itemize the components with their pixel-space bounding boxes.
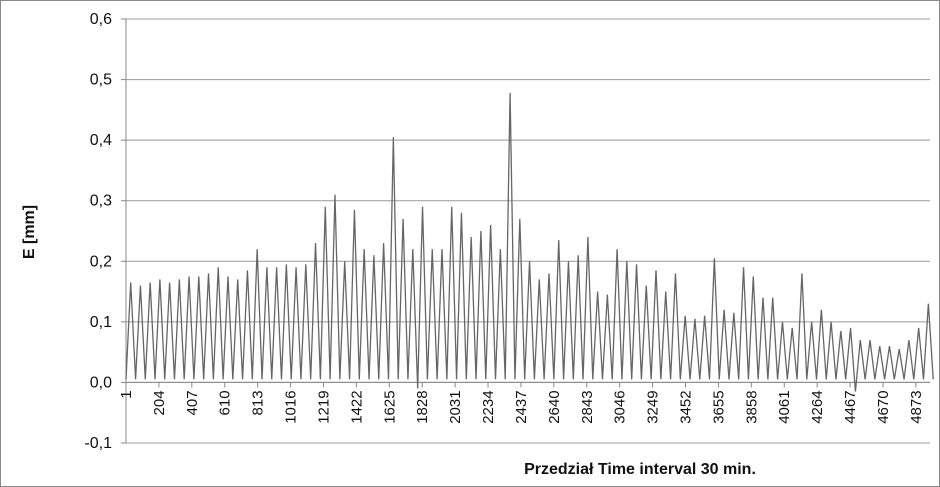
y-tick-label: 0,4 bbox=[90, 132, 112, 149]
x-tick-label: 1625 bbox=[381, 390, 398, 423]
y-tick-label: 0,6 bbox=[90, 11, 112, 28]
y-tick-label: 0,0 bbox=[90, 374, 112, 391]
x-axis-title: Przedział Time interval 30 min. bbox=[524, 461, 756, 478]
x-tick-label: 4670 bbox=[875, 390, 892, 423]
x-tick-label: 2640 bbox=[546, 390, 563, 423]
x-tick-label: 2031 bbox=[447, 390, 464, 423]
x-tick-label: 3452 bbox=[678, 390, 695, 423]
y-tick-label: 0,3 bbox=[90, 193, 112, 210]
x-tick-label: 3655 bbox=[710, 390, 727, 423]
x-tick-label: 4061 bbox=[776, 390, 793, 423]
x-tick-label: 4264 bbox=[809, 390, 826, 423]
x-tick-label: 4873 bbox=[908, 390, 925, 423]
x-tick-label: 813 bbox=[250, 390, 267, 415]
x-tick-label: 4467 bbox=[842, 390, 859, 423]
x-tick-label: 3046 bbox=[612, 390, 629, 423]
x-tick-label: 1016 bbox=[283, 390, 300, 423]
x-tick-label: 1828 bbox=[414, 390, 431, 423]
y-tick-label: 0,2 bbox=[90, 253, 112, 270]
x-tick-label: 1 bbox=[118, 390, 135, 398]
data-line bbox=[125, 92, 934, 392]
y-tick-label: -0,1 bbox=[84, 435, 112, 452]
x-tick-label: 204 bbox=[151, 390, 168, 415]
y-tick-label: 0,5 bbox=[90, 72, 112, 89]
x-tick-label: 3249 bbox=[645, 390, 662, 423]
y-axis-title: E [mm] bbox=[21, 205, 38, 259]
x-tick-label: 407 bbox=[184, 390, 201, 415]
x-tick-label: 3858 bbox=[743, 390, 760, 423]
x-tick-label: 2437 bbox=[513, 390, 530, 423]
x-tick-label: 1422 bbox=[348, 390, 365, 423]
x-tick-label: 610 bbox=[217, 390, 234, 415]
x-tick-label: 1219 bbox=[315, 390, 332, 423]
x-tick-label: 2234 bbox=[480, 390, 497, 423]
x-tick-label: 2843 bbox=[579, 390, 596, 423]
y-tick-label: 0,1 bbox=[90, 314, 112, 331]
